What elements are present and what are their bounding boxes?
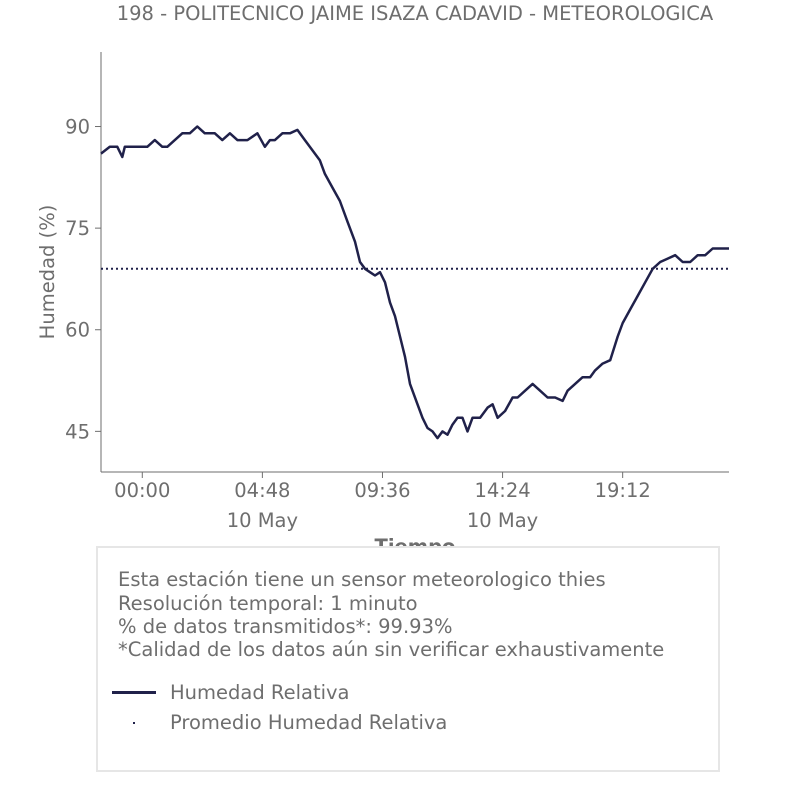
y-tick-label: 60 xyxy=(65,319,90,342)
y-axis-label: Humedad (%) xyxy=(36,205,59,340)
info-transmitted: % de datos transmitidos*: 99.93% xyxy=(118,615,453,638)
x-tick-date-label: 10 May xyxy=(227,509,298,532)
info-quality-note: *Calidad de los datos aún sin verificar … xyxy=(118,638,665,661)
y-tick-label: 75 xyxy=(65,217,90,240)
x-tick-label: 19:12 xyxy=(595,479,651,502)
legend-series-swatch xyxy=(112,691,156,694)
x-tick-label: 04:48 xyxy=(234,479,290,502)
info-resolution: Resolución temporal: 1 minuto xyxy=(118,592,418,615)
x-tick-label: 00:00 xyxy=(114,479,170,502)
x-tick-label: 14:24 xyxy=(474,479,530,502)
x-tick-date-label: 10 May xyxy=(467,509,538,532)
series-line-humedad-relativa xyxy=(100,125,729,440)
legend-series-label: Humedad Relativa xyxy=(170,681,350,704)
legend-mean-swatch xyxy=(133,722,135,724)
axes xyxy=(100,52,729,473)
y-tick-label: 90 xyxy=(65,116,90,139)
ticks: 45 60 75 90 00:00 04:48 10 May 09:36 14:24 10 May… xyxy=(65,116,651,532)
x-tick-label: 09:36 xyxy=(354,479,410,502)
info-box: Esta estación tiene un sensor meteorolog… xyxy=(96,546,720,772)
chart-title: 198 - POLITECNICO JAIME ISAZA CADAVID - … xyxy=(116,2,714,25)
y-tick-label: 45 xyxy=(65,420,90,443)
info-station-sensor: Esta estación tiene un sensor meteorolog… xyxy=(118,568,606,591)
legend-mean-label: Promedio Humedad Relativa xyxy=(170,711,448,734)
